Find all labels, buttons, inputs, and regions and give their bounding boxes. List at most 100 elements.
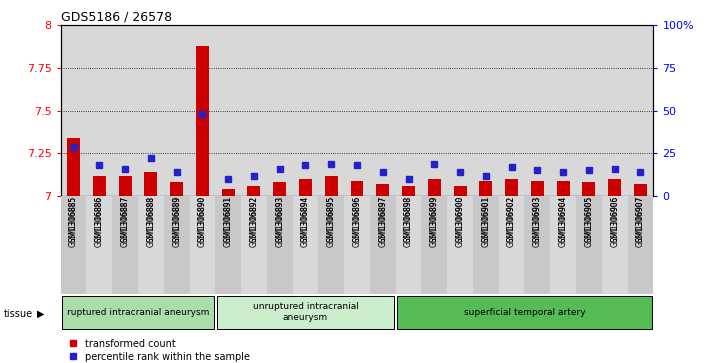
Bar xyxy=(222,189,235,196)
Text: GSM1306893: GSM1306893 xyxy=(275,196,284,242)
Bar xyxy=(241,196,267,294)
Text: GSM1306896: GSM1306896 xyxy=(353,196,361,247)
Text: GSM1306903: GSM1306903 xyxy=(533,196,542,247)
Bar xyxy=(86,196,112,294)
Text: GSM1306885: GSM1306885 xyxy=(69,196,78,242)
Text: GSM1306904: GSM1306904 xyxy=(558,196,568,247)
Text: GSM1306901: GSM1306901 xyxy=(481,196,491,242)
Bar xyxy=(396,196,421,294)
Bar xyxy=(248,186,261,196)
Text: GSM1306886: GSM1306886 xyxy=(95,196,104,242)
Bar xyxy=(67,138,80,196)
Bar xyxy=(583,182,595,196)
Bar xyxy=(525,196,550,294)
Bar xyxy=(351,181,363,196)
Bar xyxy=(62,296,214,329)
Bar xyxy=(453,186,466,196)
Text: GSM1306891: GSM1306891 xyxy=(223,196,233,242)
Text: GSM1306895: GSM1306895 xyxy=(327,196,336,247)
Text: GSM1306903: GSM1306903 xyxy=(533,196,542,242)
Bar xyxy=(421,196,447,294)
Text: GSM1306888: GSM1306888 xyxy=(146,196,156,242)
Text: ruptured intracranial aneurysm: ruptured intracranial aneurysm xyxy=(67,308,209,317)
Text: GSM1306885: GSM1306885 xyxy=(69,196,78,247)
Text: GSM1306898: GSM1306898 xyxy=(404,196,413,247)
Text: GSM1306894: GSM1306894 xyxy=(301,196,310,247)
Text: GSM1306889: GSM1306889 xyxy=(172,196,181,247)
Bar xyxy=(61,196,86,294)
Text: superficial temporal artery: superficial temporal artery xyxy=(463,308,585,317)
Bar xyxy=(273,182,286,196)
Text: GSM1306899: GSM1306899 xyxy=(430,196,439,247)
Bar xyxy=(402,186,415,196)
Bar xyxy=(447,196,473,294)
Text: ▶: ▶ xyxy=(37,309,45,319)
Text: tissue: tissue xyxy=(4,309,33,319)
Bar xyxy=(479,181,492,196)
Bar xyxy=(325,176,338,196)
Bar xyxy=(505,179,518,196)
Bar xyxy=(397,296,652,329)
Bar xyxy=(628,196,653,294)
Bar xyxy=(602,196,628,294)
Text: GSM1306904: GSM1306904 xyxy=(558,196,568,242)
Bar xyxy=(93,176,106,196)
Text: GSM1306887: GSM1306887 xyxy=(121,196,130,247)
Text: GSM1306888: GSM1306888 xyxy=(146,196,156,247)
Text: GSM1306907: GSM1306907 xyxy=(636,196,645,242)
Bar xyxy=(608,179,621,196)
Bar xyxy=(428,179,441,196)
Bar xyxy=(119,176,131,196)
Text: GSM1306886: GSM1306886 xyxy=(95,196,104,247)
Text: GSM1306894: GSM1306894 xyxy=(301,196,310,242)
Bar xyxy=(216,196,241,294)
Text: GSM1306905: GSM1306905 xyxy=(584,196,593,242)
Text: GSM1306896: GSM1306896 xyxy=(353,196,361,242)
Text: GSM1306900: GSM1306900 xyxy=(456,196,465,247)
Text: GSM1306898: GSM1306898 xyxy=(404,196,413,242)
Text: GSM1306897: GSM1306897 xyxy=(378,196,387,247)
Bar xyxy=(138,196,164,294)
Text: GSM1306905: GSM1306905 xyxy=(584,196,593,247)
Text: GSM1306902: GSM1306902 xyxy=(507,196,516,247)
Bar xyxy=(370,196,396,294)
Text: GSM1306906: GSM1306906 xyxy=(610,196,619,247)
Bar xyxy=(189,196,216,294)
Bar xyxy=(164,196,189,294)
Text: GSM1306902: GSM1306902 xyxy=(507,196,516,242)
Text: GSM1306899: GSM1306899 xyxy=(430,196,439,242)
Text: GSM1306901: GSM1306901 xyxy=(481,196,491,247)
Text: GSM1306889: GSM1306889 xyxy=(172,196,181,242)
Bar xyxy=(634,184,647,196)
Bar xyxy=(299,179,312,196)
Bar xyxy=(216,296,394,329)
Bar xyxy=(170,182,183,196)
Text: GSM1306900: GSM1306900 xyxy=(456,196,465,242)
Text: GSM1306906: GSM1306906 xyxy=(610,196,619,242)
Bar xyxy=(344,196,370,294)
Bar xyxy=(473,196,498,294)
Bar xyxy=(550,196,576,294)
Text: GSM1306897: GSM1306897 xyxy=(378,196,387,242)
Text: GSM1306895: GSM1306895 xyxy=(327,196,336,242)
Text: GSM1306893: GSM1306893 xyxy=(275,196,284,247)
Bar xyxy=(112,196,138,294)
Text: GSM1306892: GSM1306892 xyxy=(249,196,258,247)
Bar xyxy=(267,196,293,294)
Bar xyxy=(376,184,389,196)
Text: GSM1306891: GSM1306891 xyxy=(223,196,233,247)
Bar xyxy=(318,196,344,294)
Text: unruptured intracranial
aneurysm: unruptured intracranial aneurysm xyxy=(253,302,358,322)
Bar xyxy=(144,172,157,196)
Text: GSM1306887: GSM1306887 xyxy=(121,196,130,242)
Bar xyxy=(576,196,602,294)
Legend: transformed count, percentile rank within the sample: transformed count, percentile rank withi… xyxy=(69,339,250,362)
Bar xyxy=(498,196,525,294)
Bar xyxy=(531,181,544,196)
Bar xyxy=(557,181,570,196)
Text: GDS5186 / 26578: GDS5186 / 26578 xyxy=(61,11,172,24)
Bar xyxy=(293,196,318,294)
Text: GSM1306892: GSM1306892 xyxy=(249,196,258,242)
Bar xyxy=(196,46,208,196)
Text: GSM1306907: GSM1306907 xyxy=(636,196,645,247)
